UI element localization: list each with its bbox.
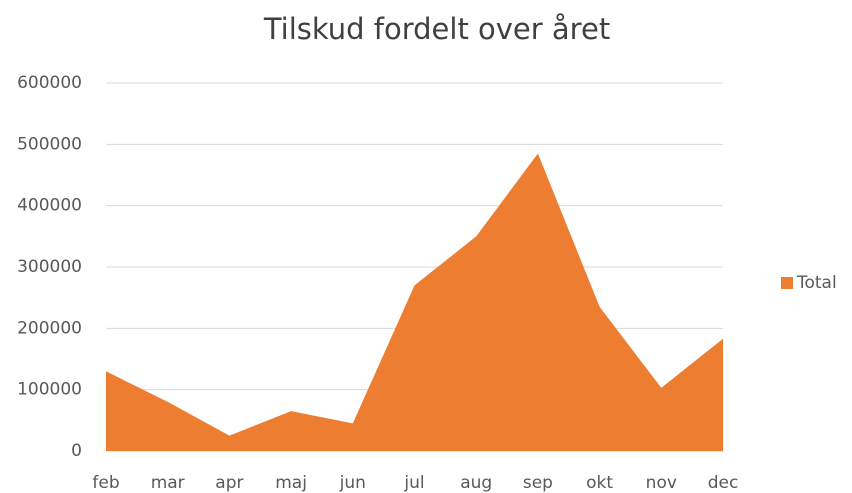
x-tick-label: okt xyxy=(586,473,613,493)
legend-swatch xyxy=(781,277,793,289)
legend-label: Total xyxy=(796,273,837,293)
x-tick-label: dec xyxy=(708,473,739,493)
chart-title: Tilskud fordelt over året xyxy=(263,12,610,46)
x-tick-label: feb xyxy=(92,473,119,493)
x-tick-label: nov xyxy=(646,473,677,493)
y-tick-label: 0 xyxy=(71,441,82,461)
x-tick-label: apr xyxy=(215,473,243,493)
y-tick-label: 300000 xyxy=(17,257,82,277)
x-tick-label: jun xyxy=(339,473,366,493)
y-tick-label: 100000 xyxy=(17,380,82,400)
x-tick-label: sep xyxy=(523,473,553,493)
y-tick-label: 200000 xyxy=(17,318,82,338)
y-tick-label: 500000 xyxy=(17,134,82,154)
y-tick-label: 600000 xyxy=(17,73,82,93)
x-tick-label: jul xyxy=(403,473,424,493)
area xyxy=(106,153,723,452)
y-tick-label: 400000 xyxy=(17,196,82,216)
x-tick-label: maj xyxy=(275,473,307,493)
x-tick-label: aug xyxy=(460,473,492,493)
x-tick-label: mar xyxy=(151,473,185,493)
